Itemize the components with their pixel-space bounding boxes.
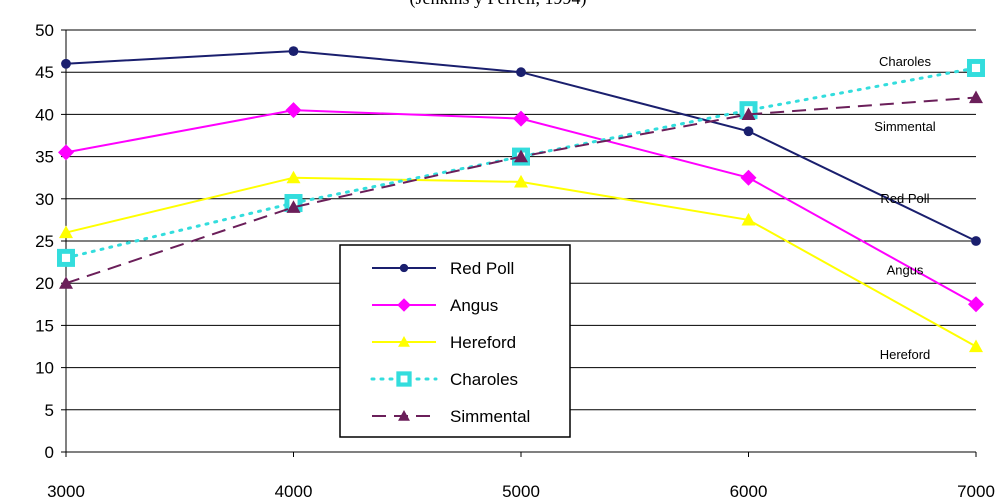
legend-marker-hereford bbox=[398, 336, 410, 347]
legend-marker-simmental bbox=[398, 410, 410, 421]
y-tick-label: 15 bbox=[35, 316, 54, 335]
end-label: Charoles bbox=[879, 54, 932, 69]
series-red-poll bbox=[61, 46, 981, 246]
legend-marker-red-poll bbox=[399, 263, 409, 273]
x-tick-label: 3000 bbox=[47, 482, 85, 500]
y-tick-label: 45 bbox=[35, 63, 54, 82]
y-tick-label: 50 bbox=[35, 21, 54, 40]
data-point-angus bbox=[968, 296, 984, 313]
data-point-angus bbox=[285, 102, 302, 119]
data-point-hereford bbox=[969, 339, 983, 353]
data-point-red-poll bbox=[971, 236, 981, 246]
end-label: Red Poll bbox=[880, 191, 929, 206]
data-point-simmental bbox=[969, 90, 983, 104]
y-tick-label: 10 bbox=[35, 359, 54, 378]
axes: 0 5 10 15 20 25 30 35 40 45 50 3000 4000 5000 6000 7000 bbox=[35, 21, 995, 500]
data-point-simmental bbox=[286, 200, 301, 213]
y-tick-label: 0 bbox=[45, 443, 54, 462]
y-tick-label: 20 bbox=[35, 274, 54, 293]
data-point-hereford bbox=[514, 174, 528, 188]
data-point-angus bbox=[740, 169, 757, 186]
data-point-charoles bbox=[967, 58, 985, 77]
legend-label-simmental: Simmental bbox=[450, 407, 530, 426]
series-simmental bbox=[59, 90, 983, 289]
y-tick-label: 5 bbox=[45, 401, 54, 420]
legend-label-red-poll: Red Poll bbox=[450, 259, 514, 278]
y-tick-label: 25 bbox=[35, 232, 54, 251]
series-group bbox=[57, 46, 985, 353]
data-point-red-poll bbox=[516, 67, 526, 78]
y-tick-label: 30 bbox=[35, 190, 54, 209]
chart-caption: (Jenkins y Ferrell, 1994) bbox=[410, 0, 587, 9]
y-tick-label: 40 bbox=[35, 105, 54, 124]
legend-label-charoles: Charoles bbox=[450, 370, 518, 389]
end-label: Angus bbox=[887, 263, 924, 278]
legend-marker-angus bbox=[397, 298, 411, 312]
data-point-simmental bbox=[514, 149, 528, 163]
data-point-red-poll bbox=[288, 46, 299, 56]
series-angus bbox=[58, 102, 984, 313]
data-point-angus bbox=[58, 144, 74, 161]
x-tick-label: 7000 bbox=[957, 482, 995, 500]
data-point-angus bbox=[513, 110, 529, 127]
data-point-charoles bbox=[57, 248, 75, 267]
legend: Red Poll Angus Hereford Charoles Simmental bbox=[339, 244, 571, 438]
series-hereford bbox=[59, 170, 983, 353]
x-tick-label: 4000 bbox=[275, 482, 313, 500]
end-labels: Charoles Simmental Red Poll Angus Hereford bbox=[874, 54, 936, 362]
data-point-red-poll bbox=[61, 58, 71, 69]
data-point-hereford bbox=[286, 170, 301, 184]
x-tick-label: 5000 bbox=[502, 482, 540, 500]
series-line-charoles bbox=[64, 66, 978, 260]
data-point-simmental bbox=[59, 276, 73, 289]
x-tick-label: 6000 bbox=[730, 482, 768, 500]
series-line-red-poll bbox=[65, 50, 977, 242]
data-point-hereford bbox=[741, 212, 756, 226]
series-charoles bbox=[57, 58, 985, 267]
y-tick-label: 35 bbox=[35, 148, 54, 167]
end-label: Hereford bbox=[880, 347, 931, 362]
data-point-red-poll bbox=[743, 126, 754, 137]
legend-marker-charoles bbox=[396, 371, 412, 387]
data-point-hereford bbox=[59, 225, 73, 239]
legend-label-angus: Angus bbox=[450, 296, 498, 315]
data-point-simmental bbox=[741, 107, 756, 120]
end-label: Simmental bbox=[874, 119, 936, 134]
legend-label-hereford: Hereford bbox=[450, 333, 516, 352]
